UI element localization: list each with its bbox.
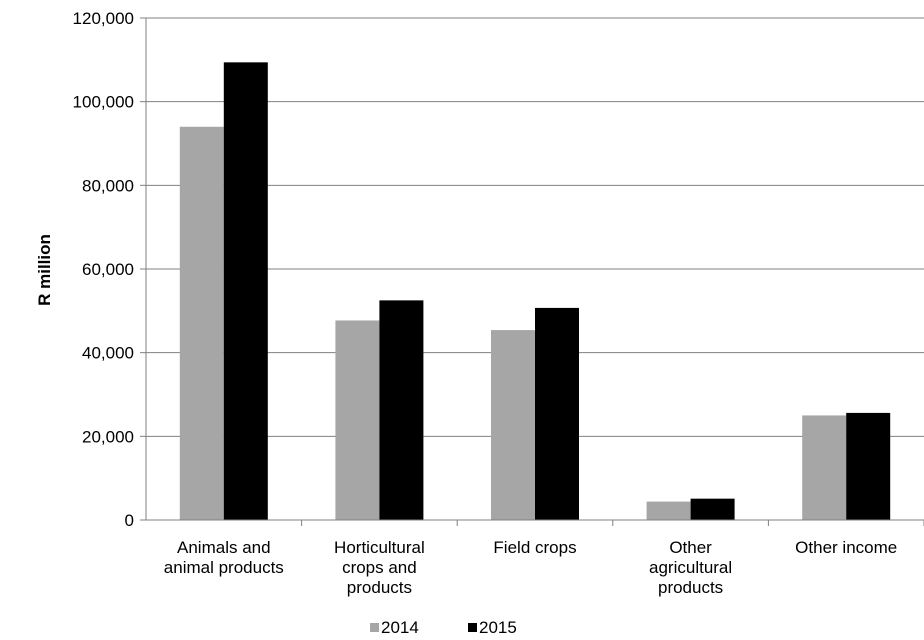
legend-swatch-2015 [468, 623, 477, 632]
legend: 2014 2015 [370, 618, 517, 637]
y-tick-label: 120,000 [73, 9, 134, 28]
y-tick-label: 80,000 [82, 176, 134, 195]
bar-2015 [379, 300, 424, 520]
x-category-label: Animals and animal products [164, 538, 284, 577]
y-tick-labels: 0 20,000 40,000 60,000 80,000 100,000 120,000 [73, 9, 134, 530]
bar-2014 [646, 501, 691, 520]
x-category-labels: Animals and animal products Horticultural c… [164, 538, 897, 597]
bar-2014 [491, 330, 535, 520]
y-tick-label: 20,000 [82, 427, 134, 446]
x-category-label: Horticultural crops and products [334, 538, 425, 597]
x-category-label: Other income [795, 538, 897, 557]
legend-label: 2014 [381, 618, 419, 637]
bar-2015 [535, 307, 579, 520]
bar-2014 [335, 320, 380, 520]
y-tick-label: 60,000 [82, 260, 134, 279]
bar-2014 [802, 415, 847, 520]
y-axis-label: R million [35, 234, 54, 306]
y-tick-label: 0 [125, 511, 134, 530]
legend-label: 2015 [479, 618, 517, 637]
bar-2015 [690, 498, 735, 520]
gridlines [146, 17, 924, 437]
legend-swatch-2014 [370, 623, 379, 632]
bar-2014 [179, 126, 224, 521]
x-category-label: Other agricultural products [649, 538, 732, 597]
axes [140, 17, 924, 526]
y-tick-label: 40,000 [82, 344, 134, 363]
x-category-label: Field crops [493, 538, 576, 557]
bar-2015 [223, 62, 268, 521]
bar-2015 [846, 412, 891, 520]
bars [179, 62, 891, 521]
y-tick-label: 100,000 [73, 93, 134, 112]
